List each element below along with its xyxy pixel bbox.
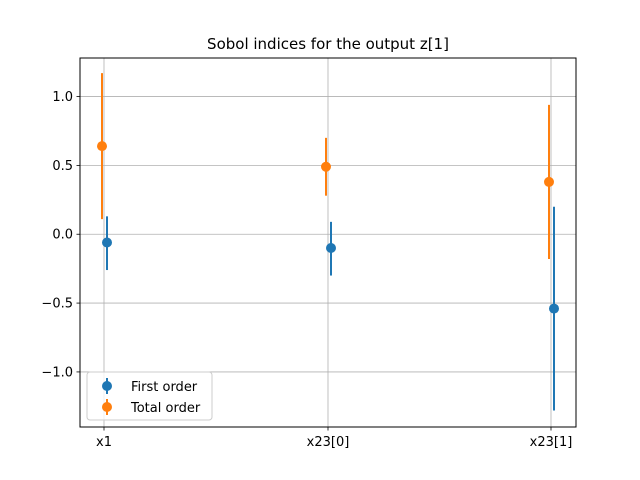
point-total-order — [97, 141, 107, 152]
x-tick-label: x23[0] — [307, 435, 350, 450]
x-axis: x1 x23[0] x23[1] — [96, 427, 572, 450]
data-points — [97, 141, 559, 314]
y-tick-label: 0.0 — [52, 228, 73, 243]
point-first-order — [102, 237, 112, 248]
legend-label-total-order: Total order — [130, 401, 201, 416]
legend-label-first-order: First order — [131, 380, 198, 395]
x-tick-label: x23[1] — [530, 435, 573, 450]
point-total-order — [321, 161, 331, 172]
point-first-order — [549, 303, 559, 314]
point-first-order — [326, 243, 336, 254]
legend-marker-first-order — [102, 381, 112, 391]
y-tick-label: 0.5 — [52, 159, 73, 174]
legend: First order Total order — [86, 371, 213, 421]
x-tick-label: x1 — [96, 435, 112, 450]
legend-marker-total-order — [102, 402, 112, 412]
y-axis: 1.0 0.5 0.0 −0.5 −1.0 — [41, 90, 80, 380]
y-tick-label: −1.0 — [41, 365, 73, 380]
legend-box — [86, 371, 213, 421]
point-total-order — [544, 176, 554, 187]
chart-title: Sobol indices for the output z[1] — [207, 35, 449, 53]
y-tick-label: 1.0 — [52, 90, 73, 105]
y-tick-label: −0.5 — [41, 297, 73, 312]
